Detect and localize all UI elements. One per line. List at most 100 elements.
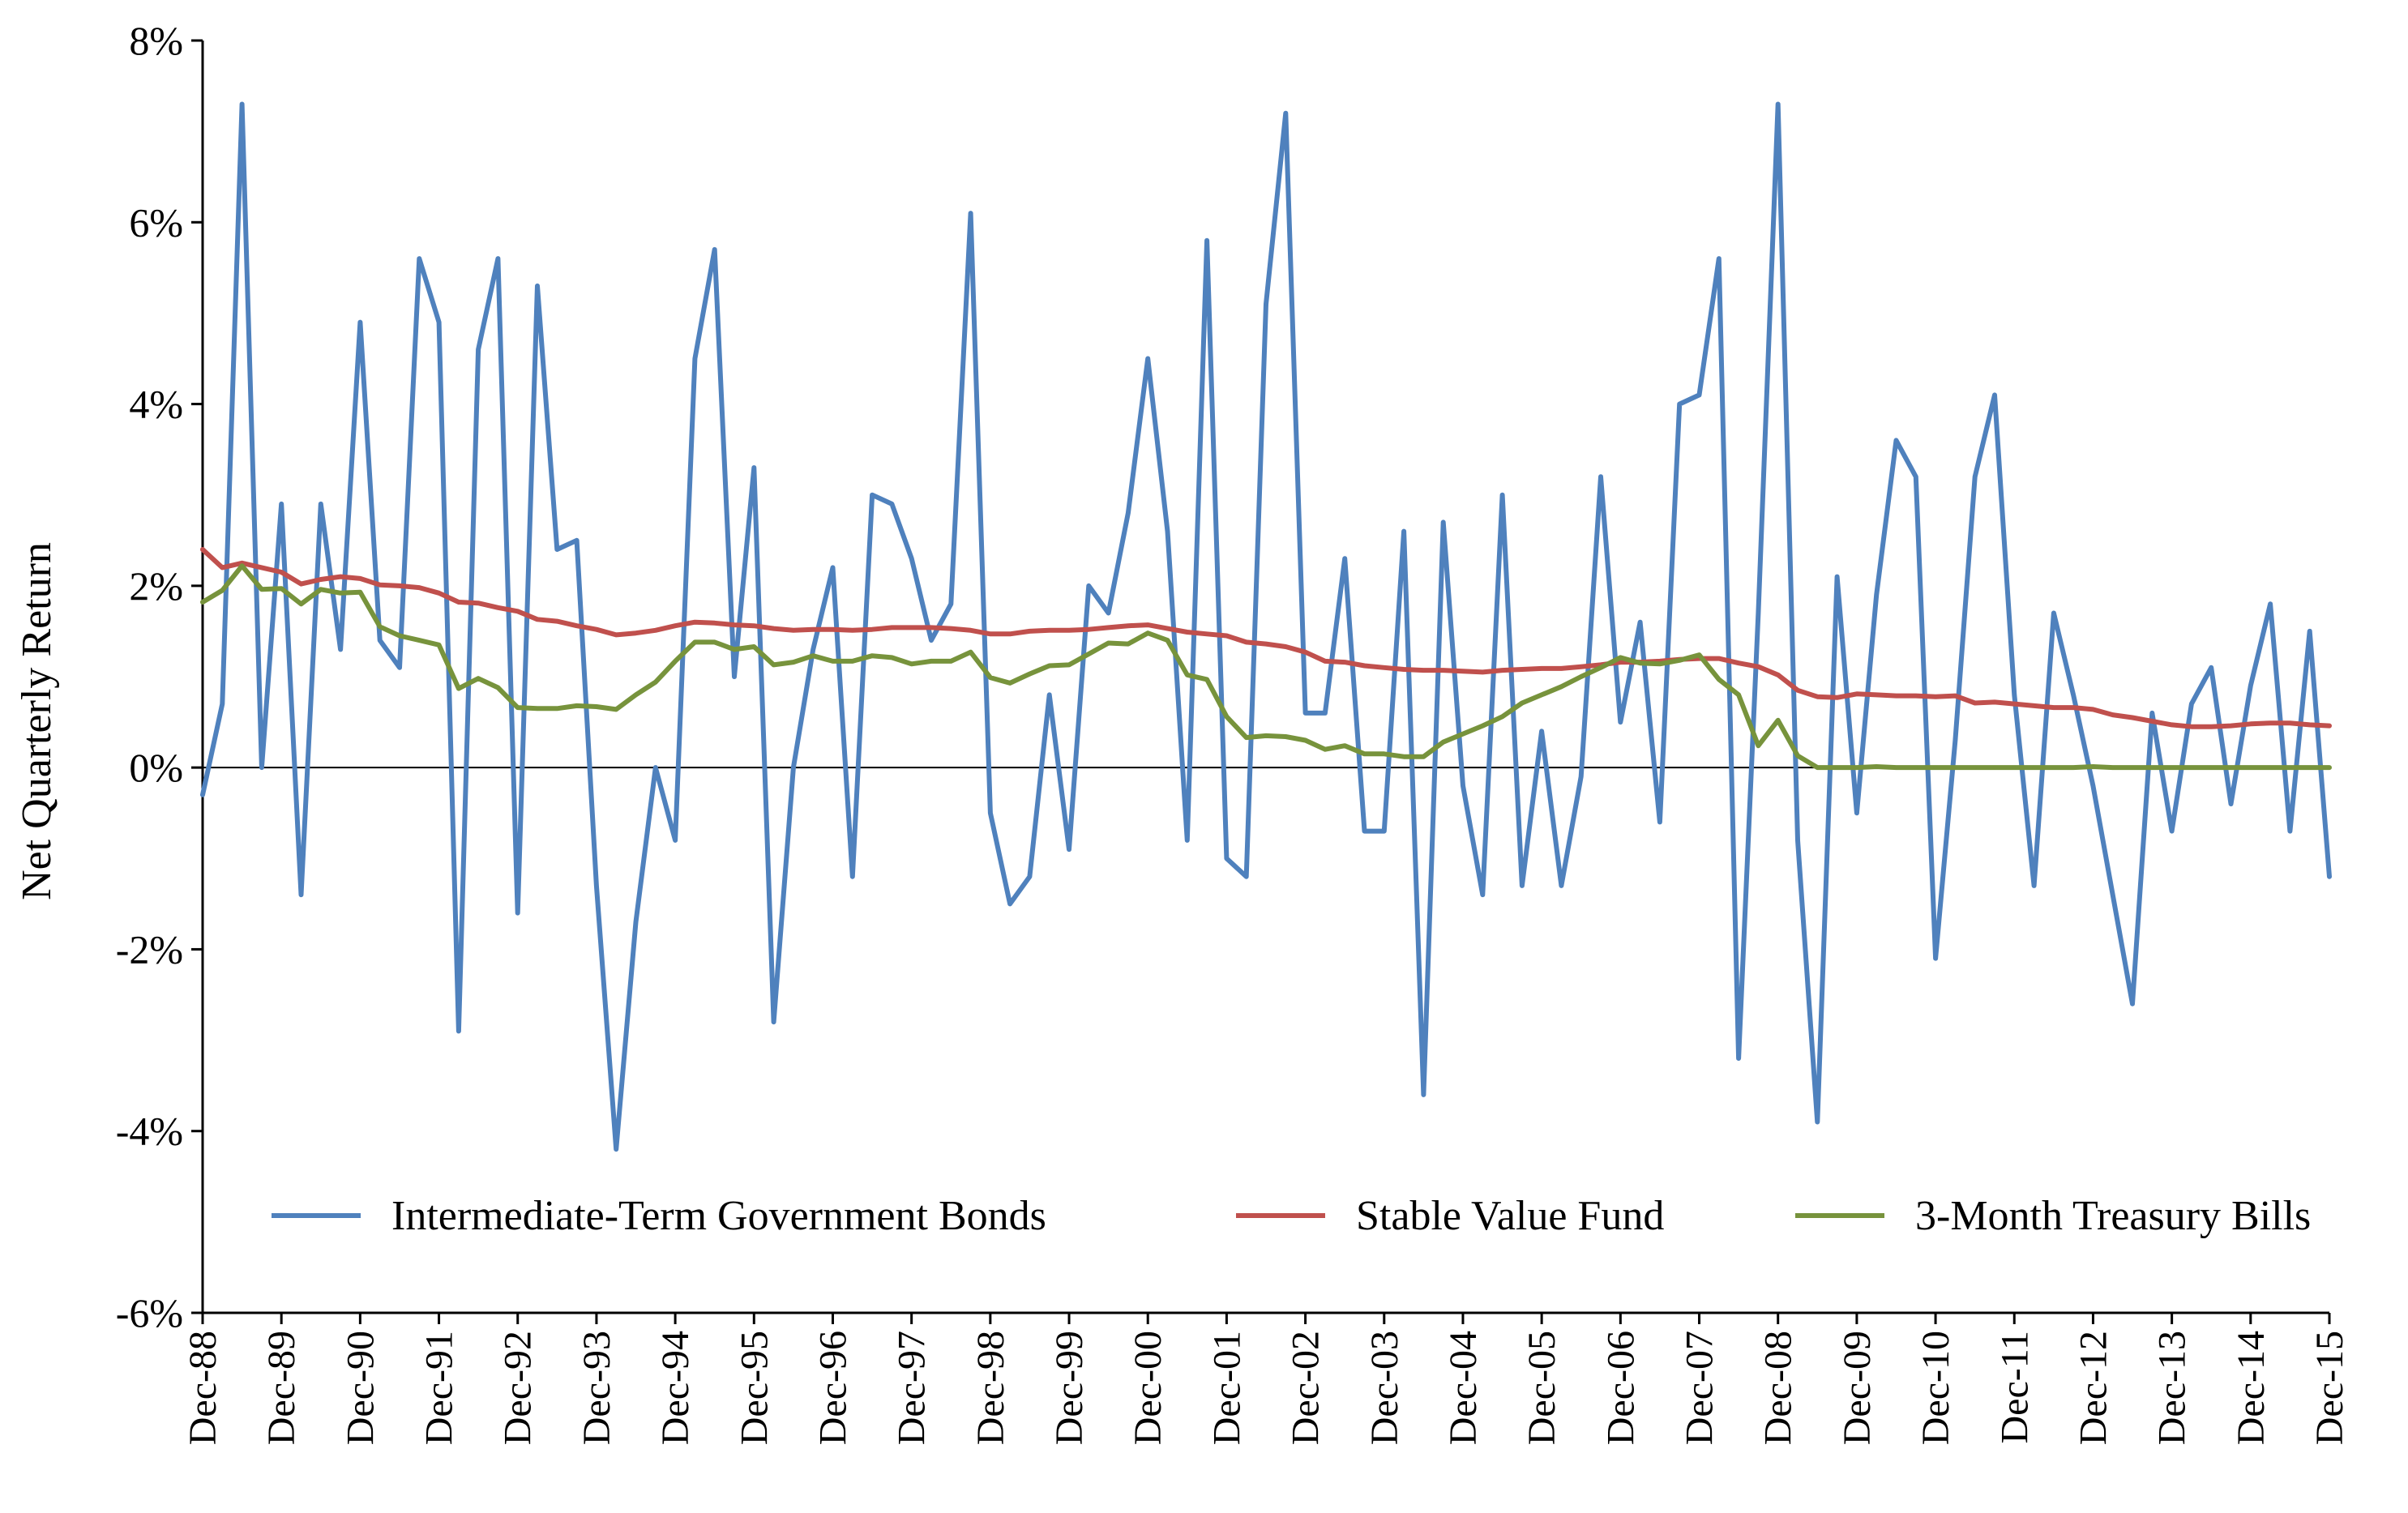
data-point	[1736, 1056, 1741, 1061]
data-point	[1028, 672, 1032, 676]
data-point	[496, 256, 500, 261]
data-point	[476, 601, 481, 605]
y-axis-title: Net Quarterly Return	[14, 542, 60, 900]
data-point	[1146, 631, 1150, 635]
data-point	[1225, 857, 1229, 861]
data-point	[456, 1029, 461, 1033]
data-point	[1303, 711, 1307, 716]
data-point	[575, 703, 579, 708]
legend-label: 3-Month Treasury Bills	[1915, 1193, 2311, 1239]
data-point	[575, 538, 579, 542]
data-point	[1717, 656, 1721, 660]
data-point	[1382, 665, 1387, 669]
data-point	[752, 644, 756, 649]
data-point	[2071, 705, 2076, 710]
x-tick-label: Dec-06	[1599, 1331, 1642, 1445]
data-point	[653, 628, 657, 632]
data-point	[1579, 665, 1583, 669]
data-point	[1559, 685, 1563, 689]
data-point	[378, 625, 382, 629]
data-point	[1007, 632, 1012, 636]
x-tick-label: Dec-01	[1205, 1331, 1248, 1445]
data-point	[1481, 670, 1485, 674]
data-point	[1422, 1092, 1426, 1097]
data-point	[476, 677, 481, 681]
data-point	[1401, 754, 1406, 759]
x-tick-label: Dec-10	[1914, 1331, 1957, 1445]
data-point	[1894, 438, 1898, 442]
data-point	[1756, 611, 1760, 615]
data-point	[1776, 718, 1780, 722]
x-tick-label: Dec-12	[2072, 1331, 2115, 1445]
data-point	[1914, 765, 1918, 770]
data-point	[1776, 102, 1780, 106]
x-tick-label: Dec-88	[182, 1331, 225, 1445]
data-point	[811, 654, 815, 658]
data-point	[220, 702, 225, 706]
data-point	[2012, 765, 2017, 770]
data-point	[2248, 722, 2252, 726]
data-point	[673, 659, 678, 664]
data-point	[1204, 677, 1209, 682]
data-point	[712, 247, 716, 252]
data-point	[2071, 765, 2076, 770]
data-point	[1500, 715, 1504, 719]
data-point	[1185, 630, 1190, 635]
data-point	[2229, 801, 2233, 806]
data-point	[732, 674, 737, 679]
data-point	[1481, 892, 1485, 897]
data-point	[437, 320, 441, 324]
data-point	[693, 620, 697, 624]
data-point	[1047, 628, 1051, 632]
data-point	[1126, 511, 1131, 515]
data-point	[929, 638, 934, 643]
x-tick-label: Dec-11	[1993, 1331, 2036, 1443]
data-point	[1441, 740, 1445, 744]
data-point	[988, 811, 993, 815]
data-point	[220, 566, 225, 570]
data-point	[2307, 629, 2312, 634]
data-point	[1973, 475, 1977, 479]
data-point	[437, 643, 441, 647]
data-point	[1539, 693, 1544, 697]
data-point	[969, 211, 973, 216]
data-point	[1244, 735, 1248, 740]
data-point	[594, 627, 599, 631]
data-point	[1973, 701, 1977, 705]
data-point	[811, 648, 815, 652]
data-point	[1185, 673, 1190, 677]
data-point	[2209, 665, 2213, 669]
data-point	[1619, 656, 1623, 660]
x-tick-label: Dec-09	[1836, 1331, 1879, 1445]
data-point	[1204, 632, 1209, 636]
data-point	[338, 575, 343, 579]
data-point	[1619, 660, 1623, 665]
data-point	[653, 680, 657, 684]
data-point	[1657, 820, 1662, 824]
x-tick-label: Dec-04	[1442, 1331, 1485, 1445]
data-point	[1816, 1120, 1820, 1124]
data-point	[338, 591, 343, 595]
data-point	[594, 704, 599, 709]
series-lines	[200, 101, 2332, 1152]
data-point	[2170, 829, 2174, 833]
data-point	[2032, 883, 2036, 888]
x-tick-label: Dec-05	[1521, 1331, 1563, 1445]
data-point	[909, 662, 913, 666]
data-point	[2150, 765, 2154, 770]
data-point	[2248, 765, 2252, 770]
data-point	[1697, 652, 1701, 657]
x-axis-ticks: Dec-88 Dec-89 Dec-90 Dec-91 Dec-92 Dec-93 Dec-…	[182, 1313, 2351, 1445]
data-point	[2268, 765, 2273, 770]
data-point	[752, 624, 756, 628]
data-point	[299, 582, 303, 586]
x-tick-label: Dec-96	[811, 1331, 854, 1445]
data-point	[1422, 668, 1426, 673]
data-point	[515, 705, 520, 710]
data-point	[2091, 707, 2095, 712]
data-point	[417, 638, 421, 643]
data-point	[712, 621, 716, 625]
x-tick-label: Dec-92	[497, 1331, 540, 1445]
data-point	[476, 348, 481, 352]
data-point	[2012, 702, 2017, 706]
